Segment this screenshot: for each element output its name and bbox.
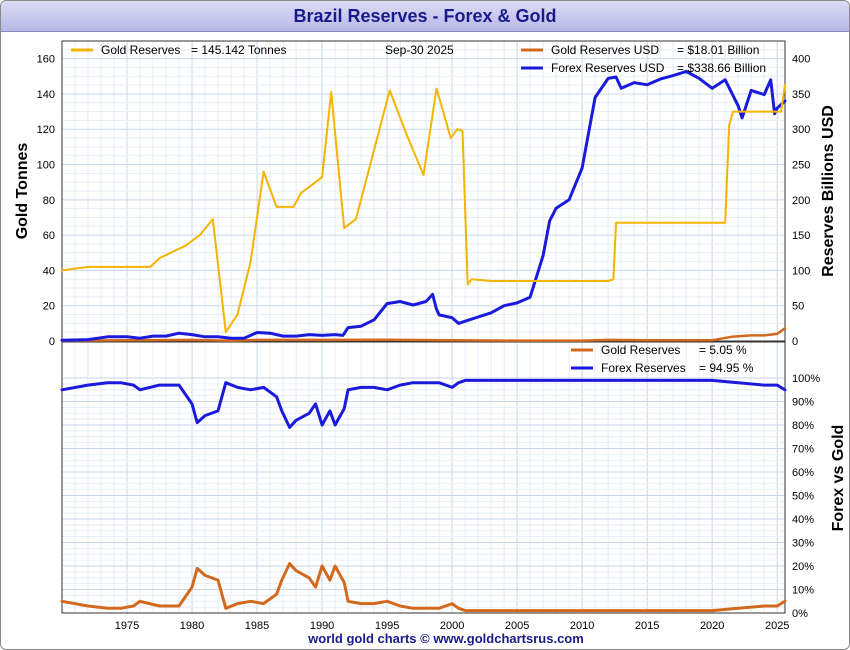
y-tick-label-left: 40 <box>43 265 55 277</box>
legend-label-forex-pct: Forex Reserves <box>601 361 686 375</box>
legend-value-forex-usd: = $338.66 Billion <box>677 61 766 75</box>
y-tick-label-left: 60 <box>43 230 55 242</box>
legend-value-forex-pct: = 94.95 % <box>699 361 754 375</box>
series-line-forex-usd <box>60 69 787 342</box>
legend-label-gold-tonnes: Gold Reserves <box>101 43 180 57</box>
series-line-gold-usd <box>60 327 787 343</box>
bottom-panel-frame <box>61 341 786 614</box>
chart-title: Brazil Reserves - Forex & Gold <box>293 6 557 26</box>
x-tick-label: 1980 <box>180 620 204 632</box>
y-tick-label-right: 150 <box>792 230 810 242</box>
y-tick-label-percent: 20% <box>792 561 814 573</box>
y-tick-label-percent: 70% <box>792 444 814 456</box>
series-line-forex-percent <box>60 378 787 429</box>
x-tick-label: 2000 <box>440 620 464 632</box>
y-tick-label-right: 100 <box>792 265 810 277</box>
x-tick-label: 2005 <box>505 620 529 632</box>
bottom-legend: Gold Reserves = 5.05 % Forex Reserves = … <box>571 343 754 375</box>
top-panel-series <box>60 69 787 343</box>
y-tick-label-left: 160 <box>37 54 55 66</box>
x-tick-label: 2010 <box>570 620 594 632</box>
y-axis-title-bottom: Forex vs Gold <box>830 425 847 532</box>
y-tick-label-left: 140 <box>37 89 55 101</box>
series-line-gold-tonnes <box>61 84 786 334</box>
title-bar: Brazil Reserves - Forex & Gold <box>1 1 849 32</box>
y-tick-label-left: 80 <box>43 195 55 207</box>
y-axis-title-left: Gold Tonnes <box>14 143 31 240</box>
x-tick-label: 1975 <box>115 620 139 632</box>
y-tick-label-right: 300 <box>792 124 810 136</box>
y-tick-label-percent: 90% <box>792 397 814 409</box>
y-tick-label-percent: 50% <box>792 491 814 503</box>
y-axis-title-right: Reserves Billions USD <box>820 105 837 277</box>
y-tick-label-left: 20 <box>43 301 55 313</box>
y-tick-label-right: 50 <box>792 301 804 313</box>
y-tick-label-left: 100 <box>37 160 55 172</box>
y-tick-label-percent: 30% <box>792 538 814 550</box>
y-tick-label-right: 250 <box>792 160 810 172</box>
y-tick-label-percent: 10% <box>792 585 814 597</box>
y-tick-label-percent: 40% <box>792 514 814 526</box>
y-tick-label-right: 350 <box>792 89 810 101</box>
footer-credit: world gold charts © www.goldchartsrus.co… <box>307 631 584 646</box>
x-tick-label: 2015 <box>635 620 659 632</box>
y-tick-label-percent: 60% <box>792 467 814 479</box>
legend-value-gold-pct: = 5.05 % <box>699 343 747 357</box>
x-tick-label: 1990 <box>310 620 334 632</box>
top-panel-grid <box>62 40 785 341</box>
y-tick-label-left: 0 <box>49 336 55 348</box>
y-tick-label-percent: 0% <box>792 608 808 620</box>
x-tick-label: 2020 <box>700 620 724 632</box>
x-tick-label: 1985 <box>245 620 269 632</box>
tick-labels: 0 20 40 60 80 100 120 140 160 0 50 100 150 200 250 300 3… <box>37 54 821 632</box>
y-tick-label-left: 120 <box>37 124 55 136</box>
y-tick-label-right: 200 <box>792 195 810 207</box>
top-legend: Gold Reserves = 145.142 Tonnes Sep-30 20… <box>71 43 766 75</box>
bottom-panel-series <box>60 378 787 613</box>
legend-label-gold-pct: Gold Reserves <box>601 343 680 357</box>
legend-label-forex-usd: Forex Reserves USD <box>551 61 665 75</box>
x-tick-label: 2025 <box>765 620 789 632</box>
y-tick-label-right: 400 <box>792 54 810 66</box>
legend-value-gold-tonnes: = 145.142 Tonnes <box>191 43 287 57</box>
legend-label-gold-usd: Gold Reserves USD <box>551 43 659 57</box>
y-tick-label-right: 0 <box>792 336 798 348</box>
legend-value-gold-usd: = $18.01 Billion <box>677 43 759 57</box>
x-tick-label: 1995 <box>375 620 399 632</box>
series-line-gold-percent <box>60 562 787 613</box>
chart-date-label: Sep-30 2025 <box>385 43 454 57</box>
y-tick-label-percent: 80% <box>792 420 814 432</box>
y-tick-label-percent: 100% <box>792 373 820 385</box>
